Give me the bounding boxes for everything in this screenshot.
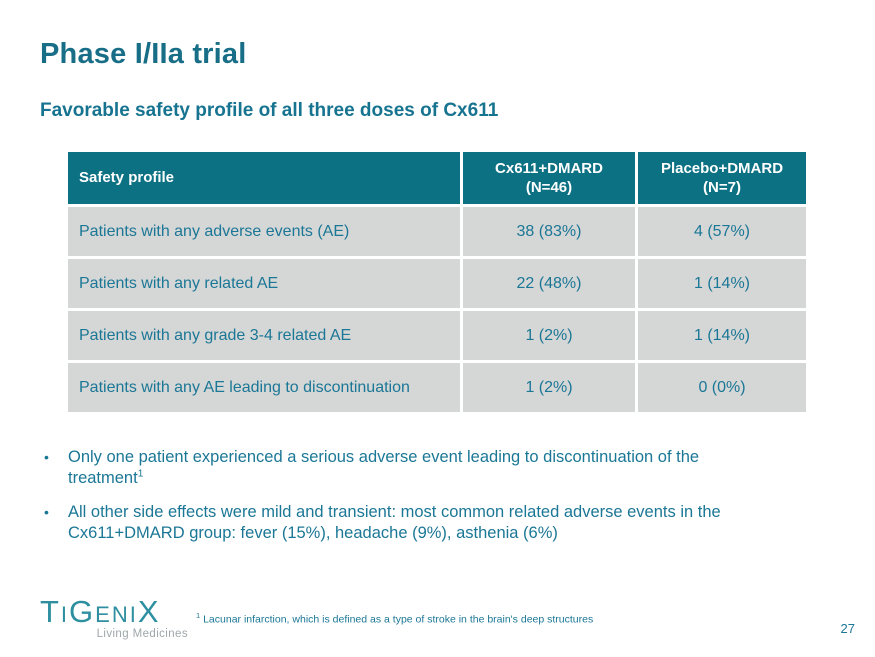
- footnote-reference: 1: [137, 468, 144, 480]
- bullet-list: • Only one patient experienced a serious…: [44, 447, 774, 557]
- bullet-icon: •: [44, 449, 49, 465]
- bullet-text: All other side effects were mild and tra…: [68, 502, 721, 542]
- page-title: Phase I/IIa trial: [40, 38, 247, 70]
- table-row: Patients with any related AE 22 (48%) 1 …: [68, 259, 806, 308]
- table-row: Patients with any grade 3-4 related AE 1…: [68, 311, 806, 360]
- column-header-cx611-line2: (N=46): [525, 179, 573, 196]
- table-row: Patients with any adverse events (AE) 38…: [68, 207, 806, 256]
- row-label: Patients with any AE leading to disconti…: [68, 363, 460, 412]
- tigenix-wordmark: TiGeniX: [40, 594, 161, 629]
- placebo-value: 0 (0%): [638, 363, 806, 412]
- placebo-value: 4 (57%): [638, 207, 806, 256]
- column-header-placebo-line2: (N=7): [703, 179, 741, 196]
- column-header-cx611-line1: Cx611+DMARD: [495, 159, 603, 177]
- footnote: 1 Lacunar infarction, which is defined a…: [196, 611, 593, 626]
- column-header-placebo: Placebo+DMARD (N=7): [638, 152, 806, 204]
- tigenix-logo: TiGeniX Living Medicines: [40, 596, 188, 640]
- column-header-placebo-line1: Placebo+DMARD: [660, 159, 784, 177]
- table-header-row: Safety profile Cx611+DMARD (N=46) Placeb…: [68, 152, 806, 204]
- placebo-value: 1 (14%): [638, 259, 806, 308]
- page-subtitle: Favorable safety profile of all three do…: [40, 100, 499, 121]
- column-header-cx611: Cx611+DMARD (N=46): [463, 152, 635, 204]
- footnote-text: Lacunar infarction, which is defined as …: [200, 613, 594, 626]
- bullet-text: Only one patient experienced a serious a…: [68, 448, 700, 487]
- cx611-value: 1 (2%): [463, 363, 635, 412]
- table-row: Patients with any AE leading to disconti…: [68, 363, 806, 412]
- row-label: Patients with any related AE: [68, 259, 460, 308]
- cx611-value: 38 (83%): [463, 207, 635, 256]
- row-label: Patients with any grade 3-4 related AE: [68, 311, 460, 360]
- safety-profile-table: Safety profile Cx611+DMARD (N=46) Placeb…: [65, 149, 809, 415]
- bullet-icon: •: [44, 503, 49, 520]
- list-item: • All other side effects were mild and t…: [44, 502, 774, 544]
- column-header-safety-profile: Safety profile: [68, 152, 460, 204]
- placebo-value: 1 (14%): [638, 311, 806, 360]
- list-item: • Only one patient experienced a serious…: [44, 447, 774, 489]
- page-number: 27: [840, 621, 855, 636]
- cx611-value: 1 (2%): [463, 311, 635, 360]
- row-label: Patients with any adverse events (AE): [68, 207, 460, 256]
- cx611-value: 22 (48%): [463, 259, 635, 308]
- tigenix-tagline: Living Medicines: [96, 628, 188, 640]
- footnote-marker: 1: [196, 611, 201, 620]
